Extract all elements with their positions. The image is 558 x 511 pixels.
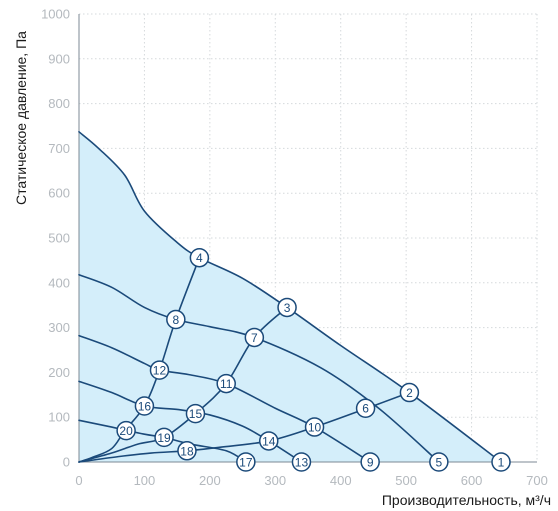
x-tick-label: 300 (264, 473, 286, 488)
x-tick-label: 400 (330, 473, 352, 488)
marker-circle (154, 427, 174, 448)
marker-circle (360, 452, 380, 472)
point-marker: 16 (134, 396, 155, 416)
marker-label: 11 (220, 377, 233, 391)
marker-label: 15 (189, 407, 203, 421)
point-marker: 13 (291, 452, 312, 472)
marker-circle (429, 452, 449, 472)
point-marker: 15 (185, 403, 206, 424)
marker-circle (166, 309, 186, 330)
y-tick-label: 400 (48, 275, 70, 290)
marker-label: 8 (172, 313, 179, 327)
y-axis-title: Статическое давление, Па (13, 31, 29, 205)
y-tick-label: 200 (48, 365, 70, 380)
marker-circle (277, 297, 297, 318)
x-tick-label: 700 (526, 473, 548, 488)
marker-circle (134, 396, 155, 416)
marker-label: 2 (406, 386, 413, 400)
marker-circle (491, 452, 511, 472)
point-marker: 12 (149, 360, 170, 380)
marker-circle (177, 441, 197, 461)
marker-circle (291, 452, 312, 472)
point-marker: 7 (244, 327, 265, 348)
tick-labels: 0 100 200 300 400 500 600 700 800 900 1000 0 100 200 3… (41, 7, 548, 489)
y-tick-label: 100 (48, 410, 70, 425)
x-tick-label: 200 (199, 473, 221, 488)
marker-circle (116, 420, 136, 441)
marker-circle (189, 247, 210, 268)
marker-circle (355, 398, 376, 418)
point-marker: 14 (258, 431, 279, 451)
marker-label: 4 (196, 251, 203, 265)
marker-label: 20 (119, 424, 133, 438)
marker-label: 6 (362, 402, 369, 416)
marker-circle (304, 417, 325, 437)
marker-label: 16 (138, 400, 152, 414)
marker-label: 14 (262, 434, 276, 448)
y-tick-label: 900 (48, 51, 70, 66)
x-axis-title: Производительность, м³/ч (382, 492, 551, 508)
y-tick-label: 600 (48, 186, 70, 201)
point-marker: 11 (216, 373, 236, 394)
marker-circle (216, 373, 236, 394)
x-tick-label: 600 (461, 473, 483, 488)
marker-circle (399, 382, 420, 403)
point-marker: 8 (166, 309, 186, 330)
point-marker: 2 (399, 382, 420, 403)
fan-curve (78, 131, 502, 463)
marker-circle (258, 431, 279, 451)
marker-label: 1 (498, 456, 505, 470)
point-marker: 17 (236, 452, 256, 472)
y-tick-label: 300 (48, 320, 70, 335)
point-marker: 3 (277, 297, 297, 318)
marker-circle (244, 327, 265, 348)
marker-circle (149, 360, 170, 380)
x-tick-label: 0 (75, 473, 82, 488)
marker-label: 19 (157, 431, 171, 445)
marker-label: 7 (251, 331, 258, 345)
marker-label: 9 (367, 456, 374, 470)
point-marker: 20 (116, 420, 136, 441)
point-marker: 18 (177, 441, 197, 461)
y-tick-label: 1000 (41, 7, 70, 22)
point-marker: 10 (304, 417, 325, 437)
marker-circle (185, 403, 206, 424)
y-tick-label: 800 (48, 96, 70, 111)
x-tick-label: 100 (134, 473, 156, 488)
marker-circle (236, 452, 256, 472)
marker-label: 18 (180, 444, 194, 458)
marker-label: 13 (295, 456, 309, 470)
operating-area (79, 131, 502, 462)
y-tick-label: 700 (48, 141, 70, 156)
marker-label: 3 (284, 301, 291, 315)
marker-label: 12 (153, 364, 167, 378)
x-tick-label: 500 (395, 473, 417, 488)
system-curve (78, 391, 411, 463)
marker-label: 10 (308, 421, 322, 435)
point-marker: 4 (189, 247, 210, 268)
marker-label: 5 (436, 456, 443, 470)
point-marker: 9 (360, 452, 380, 472)
point-marker: 5 (429, 452, 449, 472)
point-marker: 19 (154, 427, 174, 448)
point-marker: 6 (355, 398, 376, 418)
y-tick-label: 0 (63, 455, 70, 470)
point-marker: 1 (491, 452, 511, 472)
y-tick-label: 500 (48, 231, 70, 246)
marker-label: 17 (239, 456, 253, 470)
operating-area-fill (79, 131, 502, 462)
